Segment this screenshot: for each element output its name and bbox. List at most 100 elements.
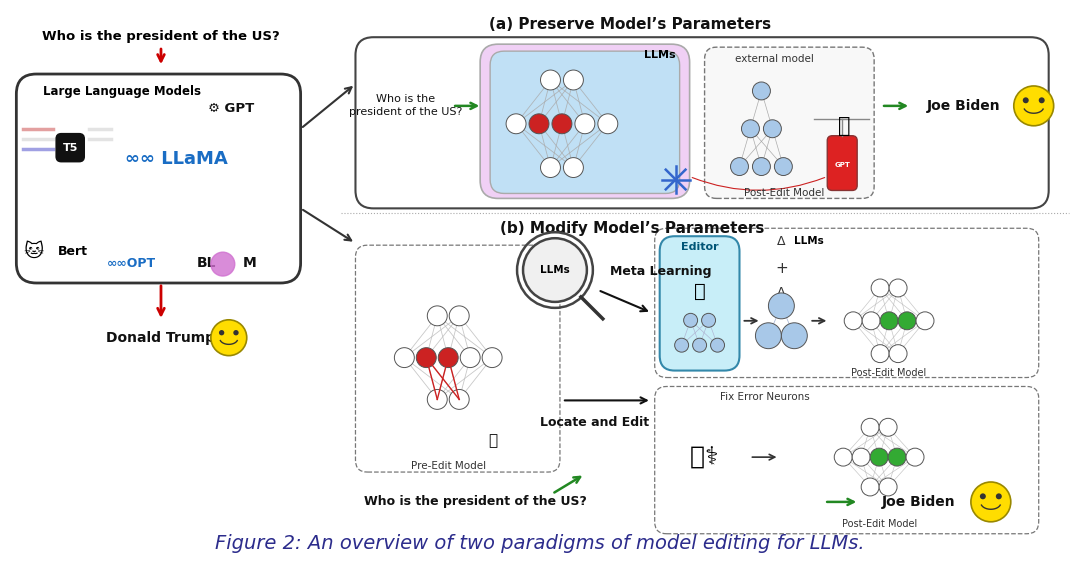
Circle shape — [540, 70, 561, 90]
Circle shape — [742, 120, 759, 138]
Text: Post-Edit Model: Post-Edit Model — [744, 189, 824, 198]
Text: external model: external model — [735, 54, 814, 64]
Text: Δ: Δ — [778, 235, 785, 248]
FancyBboxPatch shape — [704, 47, 874, 198]
Text: Large Language Models: Large Language Models — [43, 86, 201, 99]
Text: Editor: Editor — [680, 242, 718, 252]
Text: Meta Learning: Meta Learning — [610, 265, 712, 278]
Text: LLMs: LLMs — [644, 50, 675, 60]
Text: Post-Edit Model: Post-Edit Model — [851, 368, 927, 378]
Text: (b) Modify Model’s Parameters: (b) Modify Model’s Parameters — [500, 221, 765, 236]
Text: Donald Trump: Donald Trump — [107, 330, 216, 345]
Text: 🔧: 🔧 — [488, 433, 498, 448]
Circle shape — [753, 82, 770, 100]
Text: 🐱: 🐱 — [23, 242, 43, 261]
Circle shape — [768, 293, 795, 319]
Text: T5: T5 — [63, 142, 78, 153]
Circle shape — [211, 320, 246, 356]
Circle shape — [460, 348, 481, 368]
Circle shape — [702, 314, 716, 327]
Text: Locate and Edit: Locate and Edit — [540, 416, 649, 429]
Circle shape — [564, 70, 583, 90]
Circle shape — [861, 478, 879, 496]
Circle shape — [861, 418, 879, 436]
Circle shape — [880, 312, 899, 330]
Circle shape — [916, 312, 934, 330]
Text: ∞∞OPT: ∞∞OPT — [107, 257, 156, 270]
Text: Pre-Edit Model: Pre-Edit Model — [410, 461, 486, 471]
FancyBboxPatch shape — [490, 51, 679, 194]
Text: Who is the president of the US?: Who is the president of the US? — [364, 495, 586, 508]
Text: Joe Biden: Joe Biden — [882, 495, 956, 509]
Circle shape — [906, 448, 924, 466]
Circle shape — [879, 418, 897, 436]
Circle shape — [872, 279, 889, 297]
Circle shape — [482, 348, 502, 368]
Text: 🔥: 🔥 — [838, 116, 850, 136]
FancyBboxPatch shape — [16, 74, 300, 283]
Circle shape — [834, 448, 852, 466]
Text: LLMs: LLMs — [795, 236, 824, 246]
FancyBboxPatch shape — [660, 236, 740, 370]
Circle shape — [862, 312, 880, 330]
FancyBboxPatch shape — [481, 44, 690, 198]
Circle shape — [764, 120, 781, 138]
Text: ∞∞ LLaMA: ∞∞ LLaMA — [124, 150, 227, 168]
Text: LLMs: LLMs — [540, 265, 570, 275]
Circle shape — [755, 323, 781, 348]
Circle shape — [598, 114, 618, 134]
Text: Post-Edit Model: Post-Edit Model — [841, 519, 917, 529]
FancyBboxPatch shape — [827, 136, 858, 190]
Circle shape — [394, 348, 415, 368]
Text: Who is the president of the US?: Who is the president of the US? — [42, 30, 280, 43]
Circle shape — [540, 158, 561, 177]
Circle shape — [564, 158, 583, 177]
Circle shape — [428, 306, 447, 326]
Text: Joe Biden: Joe Biden — [927, 99, 1001, 113]
Circle shape — [730, 158, 748, 176]
Text: GPT: GPT — [834, 162, 850, 168]
Circle shape — [1039, 97, 1044, 103]
Circle shape — [980, 493, 986, 499]
Text: Who is the
president of the US?: Who is the president of the US? — [349, 94, 462, 118]
Text: BL: BL — [197, 256, 216, 270]
Circle shape — [852, 448, 870, 466]
Circle shape — [692, 338, 706, 352]
Circle shape — [449, 306, 469, 326]
Circle shape — [428, 390, 447, 409]
FancyBboxPatch shape — [355, 37, 1049, 208]
Circle shape — [888, 448, 906, 466]
Circle shape — [233, 330, 239, 336]
Circle shape — [711, 338, 725, 352]
Text: (a) Preserve Model’s Parameters: (a) Preserve Model’s Parameters — [489, 17, 771, 32]
Circle shape — [675, 338, 689, 352]
Circle shape — [781, 323, 808, 348]
Circle shape — [870, 448, 888, 466]
Circle shape — [211, 252, 234, 276]
Text: Δ: Δ — [778, 287, 785, 300]
Circle shape — [753, 158, 770, 176]
FancyBboxPatch shape — [56, 134, 84, 162]
Text: 👨‍⚕️: 👨‍⚕️ — [690, 445, 719, 469]
Circle shape — [1023, 97, 1029, 103]
Circle shape — [889, 279, 907, 297]
Circle shape — [438, 348, 458, 368]
Circle shape — [449, 390, 469, 409]
Circle shape — [872, 345, 889, 363]
Text: Figure 2: An overview of two paradigms of model editing for LLMs.: Figure 2: An overview of two paradigms o… — [215, 534, 865, 553]
Circle shape — [416, 348, 436, 368]
Circle shape — [879, 478, 897, 496]
Circle shape — [575, 114, 595, 134]
Circle shape — [996, 493, 1002, 499]
Text: +: + — [775, 261, 787, 275]
Circle shape — [219, 330, 225, 336]
Text: 🔥: 🔥 — [693, 282, 705, 301]
Text: Bert: Bert — [58, 245, 89, 258]
Circle shape — [971, 482, 1011, 522]
Circle shape — [1014, 86, 1054, 126]
Circle shape — [552, 114, 572, 134]
Circle shape — [523, 238, 586, 302]
Circle shape — [845, 312, 862, 330]
Circle shape — [684, 314, 698, 327]
Text: Fix Error Neurons: Fix Error Neurons — [719, 392, 809, 403]
